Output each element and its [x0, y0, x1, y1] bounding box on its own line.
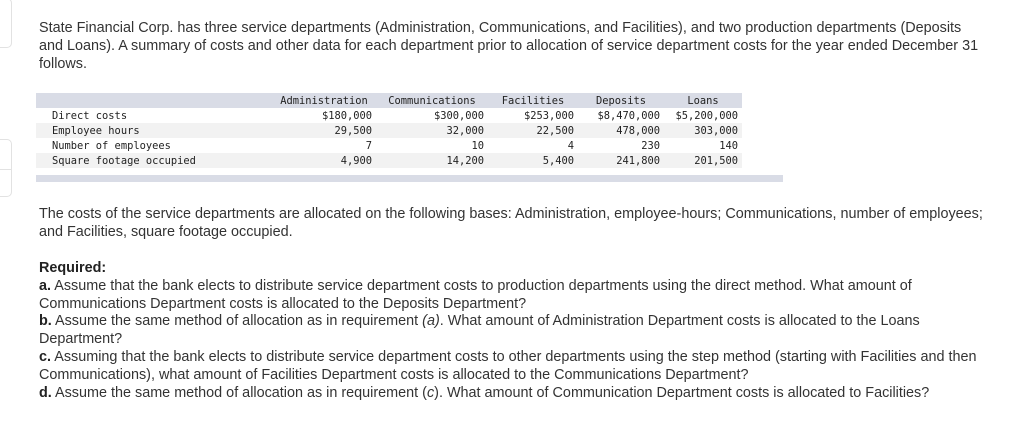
table-row: Square footage occupied 4,900 14,200 5,4…: [36, 153, 742, 168]
header-communications: Communications: [376, 93, 488, 108]
cell: 201,500: [664, 153, 742, 168]
cell: 303,000: [664, 123, 742, 138]
cell: 241,800: [578, 153, 664, 168]
row-label: Square footage occupied: [36, 153, 272, 168]
cell: 140: [664, 138, 742, 153]
table-row: Number of employees 7 10 4 230 140: [36, 138, 742, 153]
row-label: Number of employees: [36, 138, 272, 153]
table-row: Direct costs $180,000 $300,000 $253,000 …: [36, 108, 742, 123]
row-label: Direct costs: [36, 108, 272, 123]
cell: 29,500: [272, 123, 376, 138]
cell: 4: [488, 138, 578, 153]
cell: $8,470,000: [578, 108, 664, 123]
required-heading: Required:: [39, 260, 107, 276]
requirement-d: d. Assume the same method of allocation …: [39, 384, 930, 401]
cell: $180,000: [272, 108, 376, 123]
department-data-table: Administration Communications Facilities…: [36, 93, 742, 168]
cell: $5,200,000: [664, 108, 742, 123]
table-header-row: Administration Communications Facilities…: [36, 93, 742, 108]
header-facilities: Facilities: [488, 93, 578, 108]
cell: 10: [376, 138, 488, 153]
cell: 7: [272, 138, 376, 153]
cell: 5,400: [488, 153, 578, 168]
row-label: Employee hours: [36, 123, 272, 138]
requirement-b: b. Assume the same method of allocation …: [39, 313, 920, 348]
cell: 14,200: [376, 153, 488, 168]
side-panel-divider: [0, 169, 11, 170]
side-panel-tab-group[interactable]: [0, 139, 12, 197]
required-section: Required: a. Assume that the bank elects…: [39, 260, 999, 402]
table-row: Employee hours 29,500 32,000 22,500 478,…: [36, 123, 742, 138]
cell: 478,000: [578, 123, 664, 138]
side-panel-tab-top[interactable]: [0, 0, 12, 48]
problem-intro: State Financial Corp. has three service …: [39, 20, 979, 72]
header-blank: [36, 93, 272, 108]
cell: $300,000: [376, 108, 488, 123]
cell: 4,900: [272, 153, 376, 168]
header-loans: Loans: [664, 93, 742, 108]
table-footer-bar: [36, 175, 783, 182]
header-deposits: Deposits: [578, 93, 664, 108]
cell: $253,000: [488, 108, 578, 123]
requirement-a: a. Assume that the bank elects to distri…: [39, 277, 912, 312]
requirement-c: c. Assuming that the bank elects to dist…: [39, 348, 977, 383]
cell: 32,000: [376, 123, 488, 138]
cell: 22,500: [488, 123, 578, 138]
cell: 230: [578, 138, 664, 153]
header-administration: Administration: [272, 93, 376, 108]
allocation-bases: The costs of the service departments are…: [39, 206, 983, 240]
